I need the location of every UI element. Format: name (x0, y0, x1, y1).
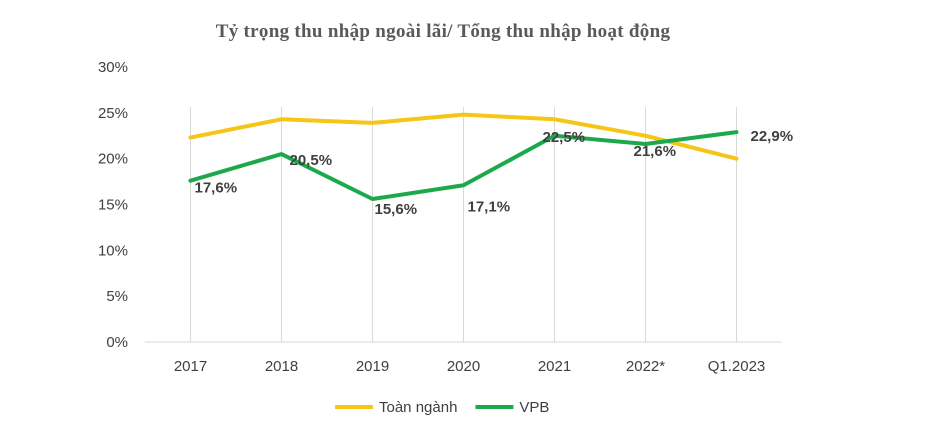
series-group (188, 112, 739, 201)
data-label: 22,9% (751, 128, 794, 145)
y-tick-label: 0% (106, 334, 128, 351)
x-axis: 2017 2018 2019 2020 2021 2022* Q1.2023 (145, 341, 782, 375)
y-tick-label: 25% (98, 105, 128, 122)
x-tick-label: Q1.2023 (708, 358, 766, 375)
x-tick-label: 2019 (356, 358, 389, 375)
x-tick-label: 2017 (174, 358, 207, 375)
legend-label: VPB (519, 399, 549, 416)
data-label: 21,6% (634, 143, 677, 160)
y-tick-label: 10% (98, 242, 128, 259)
data-label: 17,1% (468, 198, 511, 215)
data-label: 20,5% (290, 152, 333, 169)
data-label: 17,6% (195, 180, 238, 197)
x-tick-label: 2022* (626, 358, 665, 375)
x-tick-label: 2018 (265, 358, 298, 375)
chart-title: Tỷ trọng thu nhập ngoài lãi/ Tổng thu nh… (216, 21, 671, 42)
x-tick-label: 2021 (538, 358, 571, 375)
x-tick-label: 2020 (447, 358, 480, 375)
y-tick-label: 30% (98, 59, 128, 76)
y-tick-label: 5% (106, 288, 128, 305)
y-tick-label: 20% (98, 151, 128, 168)
data-labels: 17,6% 20,5% 15,6% 17,1% 22,5% 21,6% 22,9% (195, 128, 794, 218)
legend-label: Toàn ngành (379, 399, 457, 416)
y-tick-label: 15% (98, 197, 128, 214)
legend: Toàn ngành VPB (335, 399, 549, 416)
y-axis: 0% 5% 10% 15% 20% 25% 30% (98, 59, 128, 351)
grid (190, 107, 737, 342)
data-label: 15,6% (375, 201, 418, 218)
series-line-1 (188, 130, 739, 201)
series-line-0 (188, 112, 739, 161)
data-label: 22,5% (543, 129, 586, 146)
